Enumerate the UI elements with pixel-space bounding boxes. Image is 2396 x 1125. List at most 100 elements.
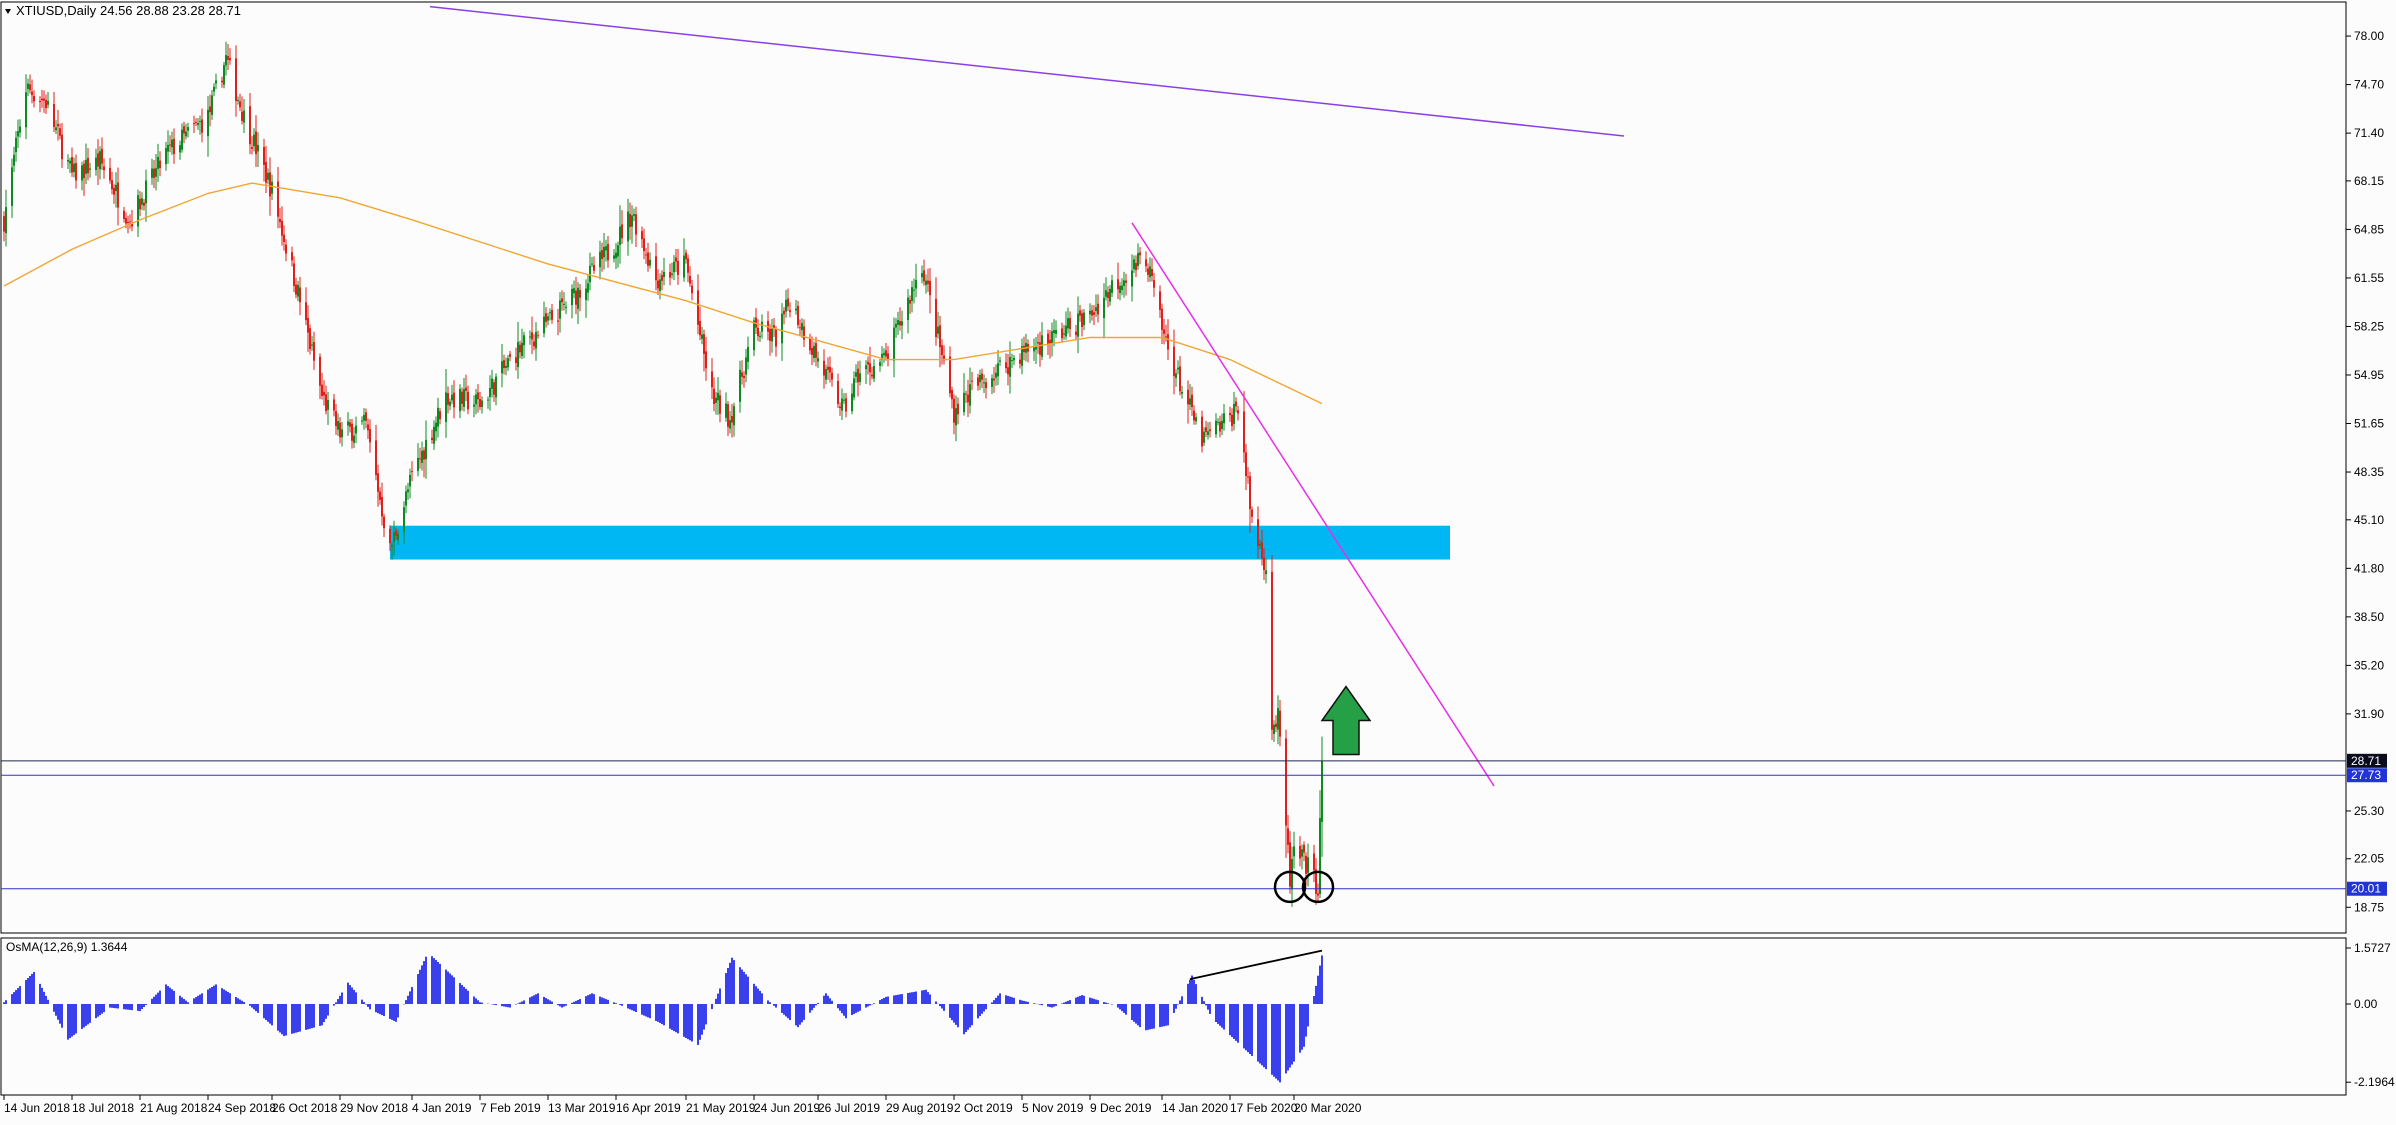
candle-body bbox=[617, 245, 619, 257]
candle-body bbox=[613, 255, 615, 259]
candle-body bbox=[1067, 318, 1069, 329]
candle-body bbox=[1217, 421, 1219, 423]
candle-body bbox=[757, 327, 759, 337]
candle-body bbox=[215, 80, 217, 84]
candle-body bbox=[943, 355, 945, 361]
candle-body bbox=[645, 254, 647, 256]
candle-body bbox=[827, 366, 829, 370]
candle-body bbox=[495, 376, 497, 398]
candle-body bbox=[965, 393, 967, 395]
candle-body bbox=[235, 58, 237, 102]
x-tick-label: 18 Jul 2018 bbox=[72, 1101, 134, 1115]
candle-body bbox=[1079, 310, 1081, 316]
x-tick-label: 21 Aug 2018 bbox=[140, 1101, 208, 1115]
candle-body bbox=[437, 407, 439, 427]
y-tick-label: 41.80 bbox=[2354, 561, 2384, 575]
candle-body bbox=[39, 100, 41, 102]
candle-body bbox=[535, 331, 537, 349]
candle-body bbox=[365, 412, 367, 421]
candle-body bbox=[151, 168, 153, 178]
candle-body bbox=[939, 325, 941, 348]
candle-body bbox=[1107, 292, 1109, 299]
candle-body bbox=[783, 310, 785, 315]
dropdown-triangle-icon bbox=[5, 9, 11, 14]
y-tick-label: 18.75 bbox=[2354, 900, 2384, 914]
candle-body bbox=[593, 264, 595, 271]
candle-body bbox=[465, 387, 467, 391]
candle-body bbox=[173, 138, 175, 155]
y-tick-label: 61.55 bbox=[2354, 271, 2384, 285]
candle-body bbox=[759, 335, 761, 337]
candle-body bbox=[11, 167, 13, 206]
y-tick-label: 25.30 bbox=[2354, 804, 2384, 818]
x-tick-label: 20 Mar 2020 bbox=[1294, 1101, 1362, 1115]
candle-body bbox=[57, 123, 59, 127]
candle-body bbox=[683, 255, 685, 278]
candle-body bbox=[403, 507, 405, 533]
candle-body bbox=[33, 95, 35, 102]
candle-body bbox=[1193, 410, 1195, 421]
candle-body bbox=[865, 365, 867, 370]
candle-body bbox=[1303, 844, 1305, 853]
candle-body bbox=[283, 234, 285, 243]
candle-body bbox=[955, 408, 957, 426]
candle-body bbox=[449, 401, 451, 406]
candle-body bbox=[1273, 724, 1275, 735]
candle-body bbox=[451, 394, 453, 401]
candle-body bbox=[627, 211, 629, 242]
candle-body bbox=[1201, 416, 1203, 447]
x-tick-label: 4 Jan 2019 bbox=[412, 1101, 472, 1115]
long-trendline bbox=[429, 5, 1625, 137]
x-tick-label: 9 Dec 2019 bbox=[1090, 1101, 1152, 1115]
candle-body bbox=[139, 198, 141, 210]
candle-body bbox=[491, 378, 493, 389]
candle-body bbox=[795, 308, 797, 311]
candle-body bbox=[141, 198, 143, 205]
candle-body bbox=[883, 352, 885, 356]
candle-body bbox=[1279, 710, 1281, 737]
candle-body bbox=[1209, 429, 1211, 432]
candle-body bbox=[255, 131, 257, 155]
candle-body bbox=[433, 426, 435, 444]
candle-body bbox=[1075, 331, 1077, 336]
candle-body bbox=[1287, 828, 1289, 845]
candle-body bbox=[1147, 268, 1149, 275]
x-tick-label: 21 May 2019 bbox=[686, 1101, 756, 1115]
candle-body bbox=[473, 404, 475, 407]
candle-body bbox=[969, 384, 971, 406]
x-tick-label: 14 Jun 2018 bbox=[4, 1101, 70, 1115]
candle-body bbox=[55, 127, 57, 131]
candle-body bbox=[407, 489, 409, 493]
candle-body bbox=[1161, 308, 1163, 330]
candle-body bbox=[369, 429, 371, 443]
candle-body bbox=[125, 218, 127, 224]
main-plot-frame bbox=[0, 1, 2347, 934]
candle-body bbox=[641, 231, 643, 240]
candle-body bbox=[843, 399, 845, 401]
candle-body bbox=[185, 131, 187, 137]
osma-y-tick-label: 1.5727 bbox=[2354, 941, 2391, 955]
moving-average-line bbox=[3, 182, 1323, 405]
candle-body bbox=[881, 353, 883, 360]
candle-body bbox=[1177, 367, 1179, 370]
candle-body bbox=[53, 104, 55, 128]
candle-body bbox=[869, 363, 871, 373]
price-label: 28.71 bbox=[2351, 754, 2381, 768]
candle-body bbox=[123, 210, 125, 219]
candle-body bbox=[591, 263, 593, 265]
candle-body bbox=[159, 160, 161, 169]
candle-body bbox=[493, 382, 495, 395]
circle-annotation bbox=[1301, 870, 1335, 904]
candle-body bbox=[103, 166, 105, 171]
candle-body bbox=[155, 168, 157, 177]
candle-body bbox=[587, 283, 589, 293]
candle-body bbox=[207, 109, 209, 137]
candle-body bbox=[193, 123, 195, 125]
candle-body bbox=[25, 92, 27, 128]
candle-body bbox=[983, 382, 985, 384]
candle-body bbox=[1189, 398, 1191, 405]
candle-body bbox=[991, 378, 993, 387]
candle-body bbox=[971, 380, 973, 382]
